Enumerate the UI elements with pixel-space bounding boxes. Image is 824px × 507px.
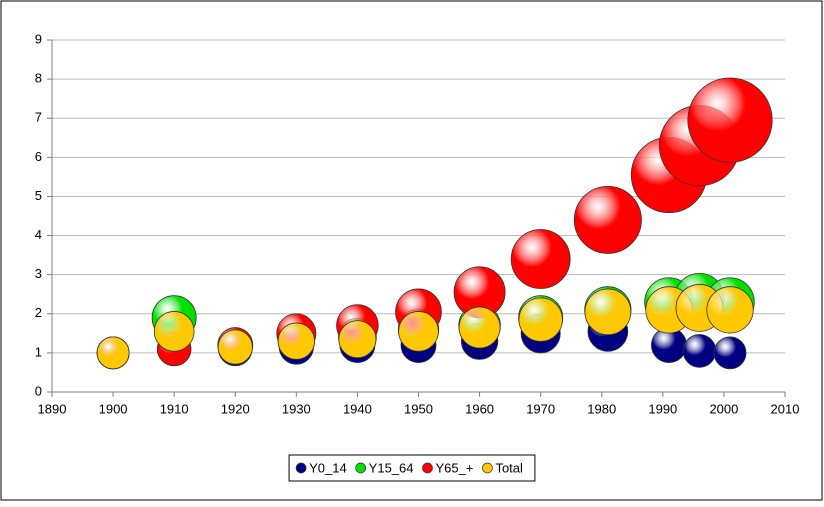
bubble — [510, 229, 571, 289]
bubble — [713, 336, 747, 370]
legend-label: Total — [495, 460, 523, 475]
bubble — [96, 336, 130, 370]
y-tick-label: 2 — [35, 305, 42, 320]
y-tick-label: 9 — [35, 31, 42, 46]
y-tick-label: 6 — [35, 149, 42, 164]
y-tick-label: 3 — [35, 266, 42, 281]
bubble — [687, 77, 773, 163]
legend-label: Y0_14 — [309, 460, 347, 475]
x-tick-label: 1960 — [465, 401, 494, 416]
legend-label: Y15_64 — [369, 460, 414, 475]
x-tick-label: 1950 — [404, 401, 433, 416]
y-tick-label: 7 — [35, 110, 42, 125]
bubble — [277, 322, 315, 360]
legend-marker — [295, 462, 307, 474]
bubble — [518, 297, 563, 342]
x-tick-label: 1910 — [160, 401, 189, 416]
y-tick-label: 0 — [35, 383, 42, 398]
legend-marker — [355, 462, 367, 474]
x-tick-label: 1890 — [38, 401, 67, 416]
legend-box — [288, 454, 536, 482]
legend-marker — [422, 462, 433, 474]
legend: Y0_14 Y15_64 Y65_+ Total — [288, 454, 536, 482]
y-tick-label: 8 — [35, 71, 42, 86]
bubble — [153, 311, 195, 352]
legend-label: Y65_+ — [436, 460, 474, 475]
x-tick-label: 1940 — [343, 401, 372, 416]
x-tick-label: 1990 — [648, 401, 677, 416]
x-tick-label: 1930 — [282, 401, 311, 416]
x-tick-label: 2010 — [771, 401, 800, 416]
bubble — [398, 311, 439, 352]
y-tick-label: 5 — [35, 188, 42, 203]
x-tick-label: 1970 — [526, 401, 555, 416]
bubble — [573, 185, 642, 254]
y-tick-label: 4 — [35, 227, 42, 242]
bubble — [682, 334, 717, 368]
bubble — [458, 306, 501, 349]
x-tick-label: 2000 — [709, 401, 738, 416]
bubble — [584, 288, 632, 336]
x-tick-label: 1920 — [221, 401, 250, 416]
bubble — [338, 320, 377, 359]
y-tick-label: 1 — [35, 344, 42, 359]
bubble — [217, 329, 253, 365]
x-tick-label: 1900 — [99, 401, 128, 416]
bubble — [706, 286, 754, 334]
legend-marker — [482, 462, 493, 474]
x-tick-label: 1980 — [587, 401, 616, 416]
